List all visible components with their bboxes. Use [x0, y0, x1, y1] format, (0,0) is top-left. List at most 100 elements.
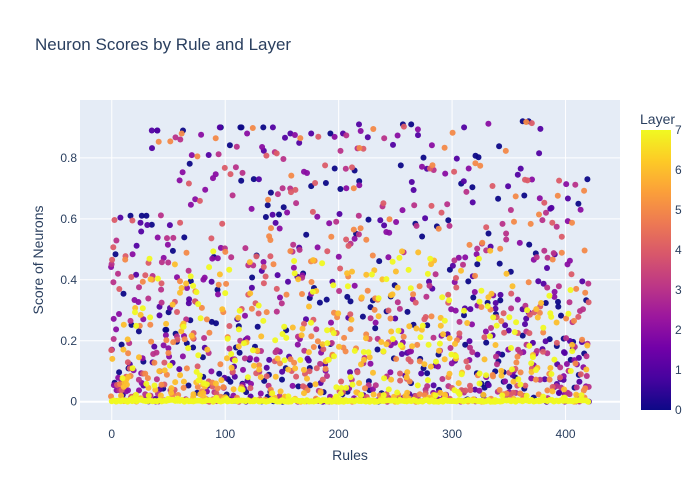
data-point	[337, 265, 344, 272]
data-point	[250, 176, 257, 183]
data-point	[255, 176, 262, 183]
data-point	[567, 368, 574, 374]
data-point	[154, 234, 161, 241]
data-point	[406, 378, 413, 385]
data-point	[451, 168, 458, 175]
data-point	[324, 327, 331, 334]
data-point	[395, 327, 402, 334]
data-point	[568, 271, 575, 278]
data-point	[337, 390, 344, 397]
data-point	[421, 316, 428, 323]
data-point	[336, 288, 343, 294]
data-point	[272, 373, 279, 380]
data-point	[350, 185, 357, 192]
data-point	[566, 299, 573, 306]
x-tick-label: 400	[556, 427, 576, 441]
data-point	[507, 207, 514, 213]
data-point	[377, 217, 384, 224]
data-point	[214, 255, 221, 262]
data-point	[290, 241, 297, 248]
data-point	[336, 211, 343, 217]
data-point	[470, 294, 477, 301]
data-point	[514, 171, 521, 178]
data-point	[576, 378, 583, 385]
data-point	[513, 319, 520, 326]
data-point	[577, 206, 584, 213]
data-point	[361, 356, 367, 363]
data-point	[171, 261, 178, 268]
data-point	[257, 374, 264, 381]
data-point	[485, 120, 492, 127]
data-point	[355, 231, 362, 238]
data-point	[335, 310, 342, 317]
data-point	[414, 382, 421, 389]
data-point	[357, 225, 364, 232]
data-point	[404, 369, 411, 376]
data-point	[206, 264, 213, 271]
data-point	[447, 345, 454, 351]
data-point	[467, 306, 474, 313]
data-point	[230, 386, 237, 393]
data-point	[583, 353, 590, 360]
data-point	[177, 219, 184, 226]
data-point	[494, 361, 500, 368]
data-point	[417, 334, 424, 341]
data-point	[142, 272, 149, 279]
data-point	[344, 270, 351, 277]
data-point	[213, 320, 219, 327]
data-point	[465, 165, 472, 172]
data-point	[419, 163, 425, 170]
data-point	[144, 375, 151, 382]
colorbar-tick-label: 7	[675, 123, 682, 137]
data-point	[577, 371, 584, 378]
data-point	[432, 392, 439, 399]
data-point	[394, 284, 401, 291]
data-point	[127, 212, 134, 219]
data-point	[226, 142, 233, 149]
data-point	[255, 310, 262, 317]
data-point	[506, 314, 513, 321]
data-point	[445, 291, 452, 298]
data-point	[548, 313, 555, 320]
data-point	[135, 299, 142, 305]
data-point	[326, 220, 333, 227]
data-point	[347, 326, 354, 333]
data-point	[452, 307, 459, 314]
data-point	[506, 383, 513, 390]
data-point	[299, 291, 305, 297]
data-point	[566, 257, 573, 264]
data-point	[363, 335, 369, 342]
data-point	[213, 390, 220, 397]
data-point	[563, 335, 570, 342]
data-point	[380, 348, 387, 355]
data-point	[372, 319, 379, 326]
data-point	[257, 390, 264, 397]
data-point	[393, 219, 400, 225]
data-point	[330, 282, 337, 289]
data-point	[162, 332, 169, 339]
data-point	[418, 370, 425, 377]
data-point	[517, 381, 524, 388]
data-point	[137, 219, 144, 226]
data-point	[148, 221, 155, 228]
data-point	[155, 138, 162, 145]
data-point	[358, 391, 365, 398]
data-point	[212, 380, 219, 387]
data-point	[307, 382, 313, 389]
data-point	[511, 329, 518, 336]
data-point	[483, 372, 490, 379]
data-point	[333, 384, 340, 391]
data-point	[163, 337, 170, 344]
data-point	[415, 132, 421, 139]
data-point	[394, 132, 401, 139]
data-point	[392, 268, 399, 275]
data-point	[349, 381, 356, 388]
data-point	[383, 276, 390, 283]
data-point	[573, 285, 580, 292]
data-point	[462, 341, 469, 348]
data-point	[337, 147, 344, 154]
data-point	[273, 285, 280, 292]
data-point	[367, 360, 374, 367]
data-point	[304, 170, 310, 176]
